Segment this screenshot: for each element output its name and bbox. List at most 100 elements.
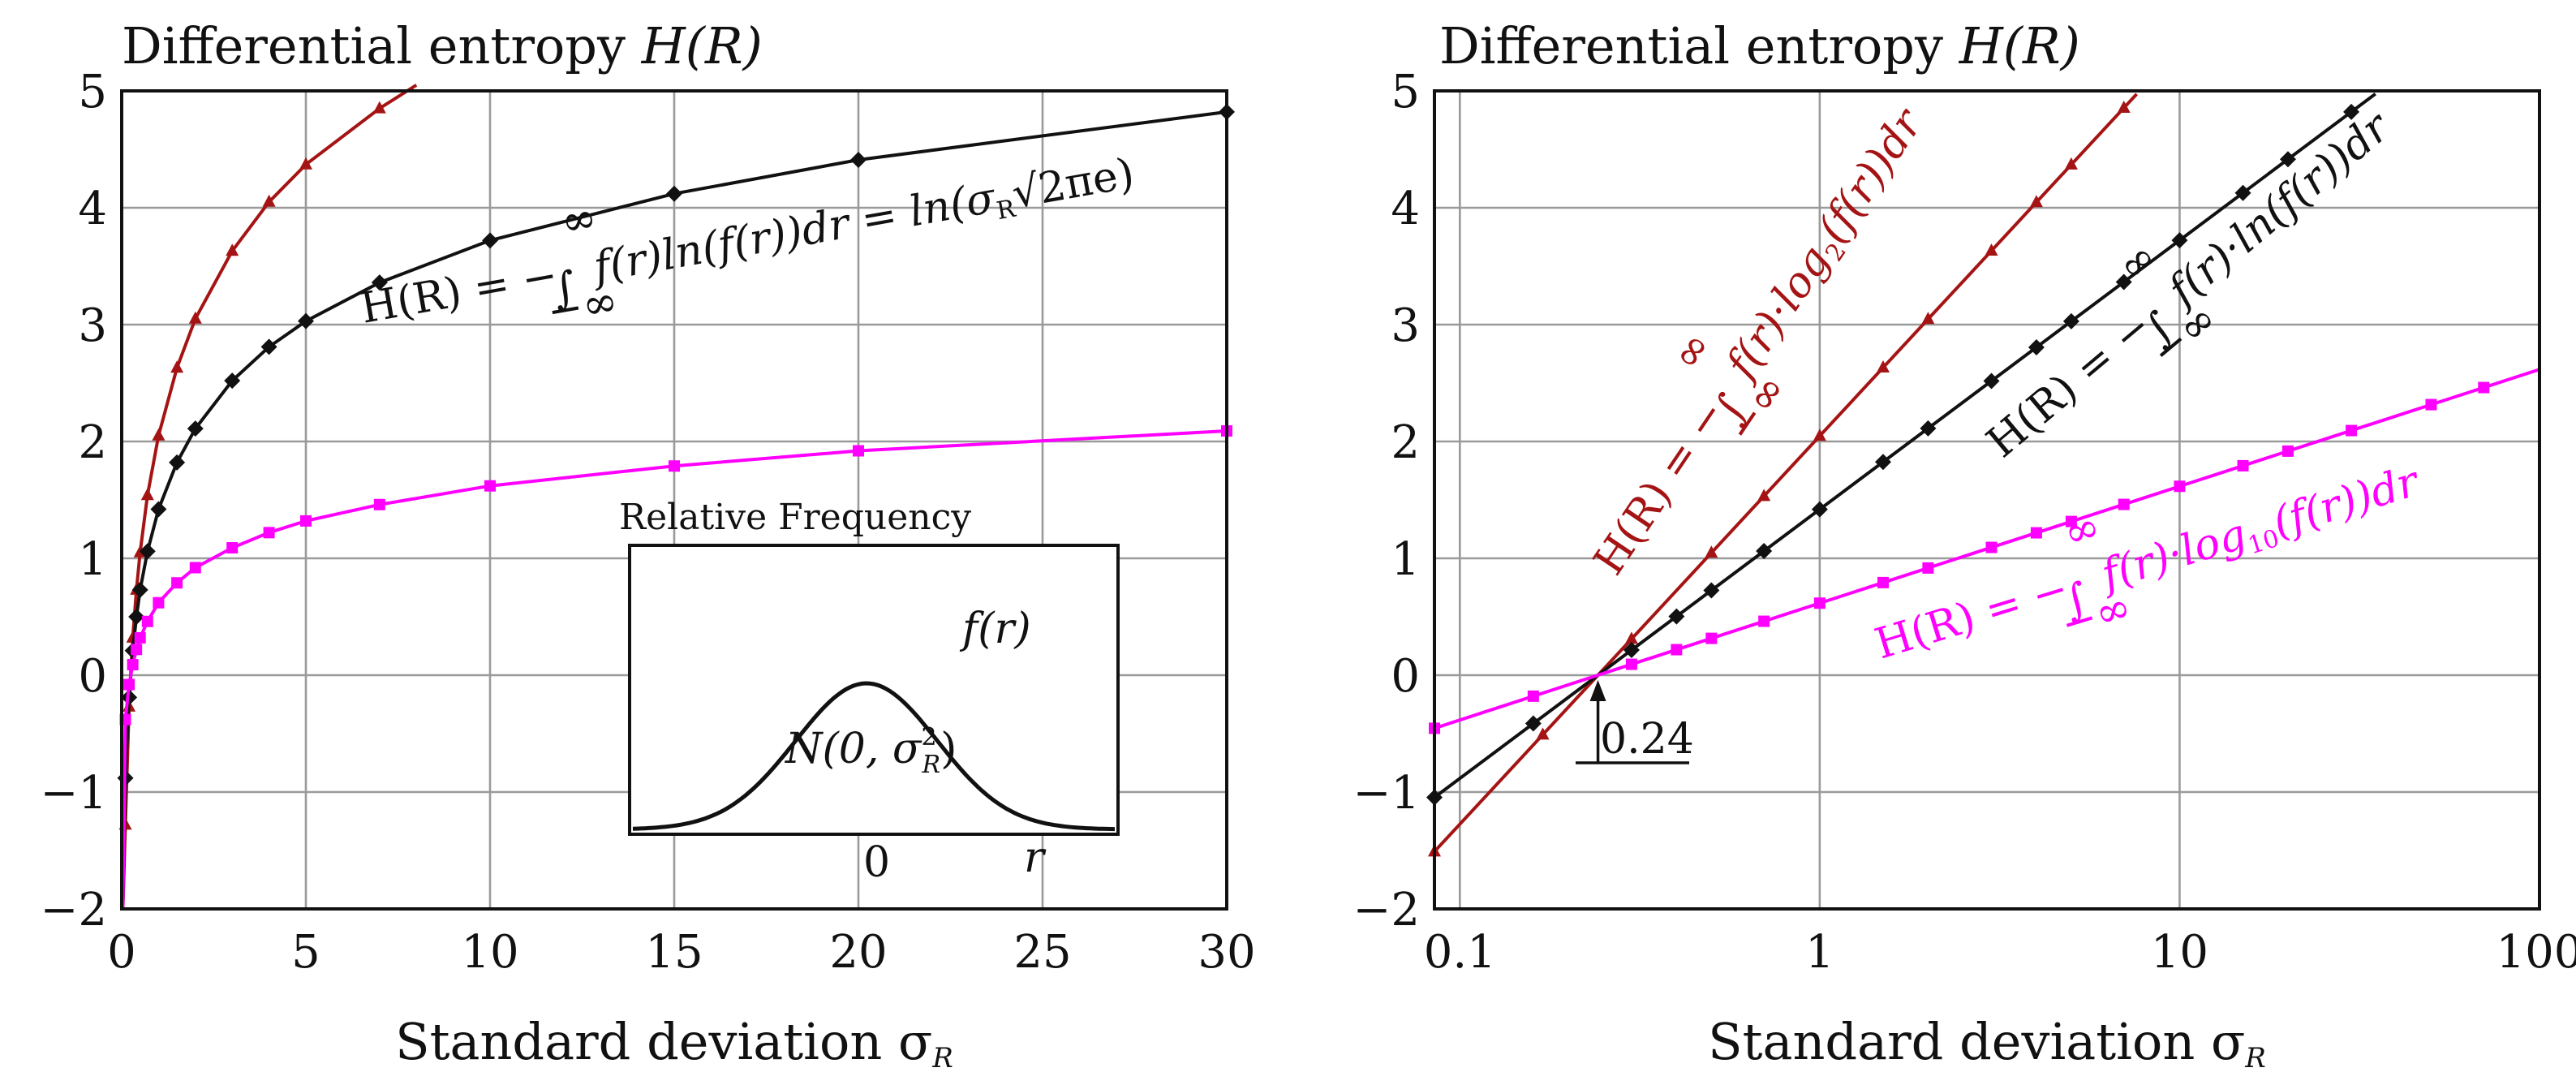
left-y-tick-labels: −2 −1 0 1 2 3 4 5: [40, 66, 107, 936]
right-log2-marker: [1876, 360, 1890, 372]
left-ln-marker: [224, 372, 241, 390]
right-log2-marker: [2117, 100, 2131, 113]
right-y-tick-label: 3: [1391, 299, 1420, 352]
right-y-tick-labels: −2 −1 0 1 2 3 4 5: [1353, 66, 1420, 936]
left-ln-marker: [169, 454, 186, 471]
left-ln-formula: H(R) = − ∫ ∞ −∞ f(r)ln(f(r))dr = ln(σR√2…: [357, 149, 1138, 337]
right-log10-marker: [2281, 445, 2294, 457]
left-x-tick-label: 20: [829, 926, 887, 979]
right-log10-marker: [1705, 632, 1718, 644]
right-log2-line: [1433, 93, 2139, 853]
inset-gaussian-curve: [632, 681, 1116, 832]
left-log2-marker: [299, 157, 312, 170]
left-y-tick-label: 5: [78, 66, 107, 118]
right-log2-marker: [1757, 489, 1771, 502]
left-y-tick-label: 2: [78, 416, 107, 469]
right-ln-marker: [2115, 273, 2132, 291]
right-ln-marker: [2028, 339, 2045, 356]
right-log10-marker: [2346, 424, 2358, 437]
right-ln-marker: [2343, 103, 2360, 120]
left-ln-marker: [131, 581, 148, 598]
right-ln-marker: [1668, 608, 1685, 625]
inset-curve-label: f(r): [959, 605, 1031, 653]
left-log10-marker: [141, 615, 153, 627]
right-log10-marker: [1625, 658, 1637, 670]
right-log2-marker: [1985, 243, 1998, 256]
left-integral-lower: −∞: [544, 277, 621, 337]
log10-formula-body: f(r)·log10(f(r))dr: [2093, 457, 2428, 605]
right-log10-formula: H(R) = − ∫ ∞ −∞ f(r)·log10(f(r))dr: [1869, 457, 2428, 670]
log10-formula-lhs: H(R) = −: [1869, 564, 2074, 669]
right-log10-marker: [2118, 498, 2130, 510]
inset-x-tick: 0: [863, 838, 890, 887]
left-log2-marker: [140, 488, 154, 501]
right-ln-marker: [1756, 543, 1773, 560]
right-ln-marker: [1920, 420, 1937, 437]
left-log10-marker: [131, 644, 143, 656]
left-y-tick-label: 4: [78, 183, 107, 235]
right-log10-marker: [1671, 644, 1683, 656]
right-ln-marker: [1874, 454, 1891, 471]
left-log2-marker: [226, 243, 239, 256]
left-log10-marker: [300, 515, 312, 527]
left-log10-marker: [127, 659, 139, 671]
left-y-tick-label: −2: [40, 884, 107, 936]
right-log10-marker: [1813, 597, 1826, 609]
right-x-tick-label: 0.1: [1424, 926, 1496, 979]
right-ln-marker: [1983, 372, 2000, 390]
log10-integral-upper: ∞: [2058, 502, 2106, 558]
left-ln-marker: [139, 543, 156, 560]
left-x-tick-label: 30: [1198, 926, 1255, 979]
left-x-tick-label: 5: [291, 926, 320, 979]
inset-title: Relative Frequency: [619, 497, 971, 538]
left-y-tick-label: 1: [78, 533, 107, 586]
right-ln-marker: [1811, 501, 1828, 518]
right-log2-marker: [1813, 428, 1826, 441]
left-log2-marker: [262, 194, 276, 207]
right-ln-marker: [2279, 151, 2296, 168]
left-log10-marker: [484, 480, 496, 492]
left-ln-marker: [260, 338, 277, 355]
ln-formula-body: f(r)·ln(f(r))dr: [2157, 101, 2400, 317]
left-log10-marker: [226, 542, 239, 554]
right-log10-marker: [2478, 381, 2490, 394]
left-x-tick-label: 0: [107, 926, 136, 979]
right-ln-marker: [1525, 715, 1542, 732]
left-x-axis-label: Standard deviation σR: [395, 1012, 953, 1074]
left-ln-marker: [666, 185, 682, 202]
right-y-tick-label: 4: [1391, 183, 1420, 235]
left-log10-marker: [263, 527, 275, 539]
right-log10-marker: [2237, 459, 2249, 471]
left-ln-marker: [187, 420, 204, 437]
right-log2-marker: [2029, 195, 2043, 208]
right-series-layer: [1426, 93, 2540, 857]
left-x-tick-label: 25: [1013, 926, 1071, 979]
right-ln-marker: [2171, 232, 2188, 249]
inset-frame: [628, 544, 1120, 836]
right-log10-marker: [1758, 615, 1770, 627]
right-log10-marker: [2425, 398, 2437, 411]
left-log2-marker: [152, 428, 166, 441]
right-y-tick-label: −1: [1353, 767, 1420, 820]
left-ln-marker: [298, 312, 314, 329]
left-x-tick-label: 10: [461, 926, 518, 979]
right-chart-title: Differential entropy H(R): [1439, 16, 2080, 75]
crossing-marker: 0.24: [1576, 680, 1694, 764]
left-integral-upper: ∞: [557, 193, 600, 248]
right-x-axis-label: Standard deviation σR: [1708, 1012, 2266, 1074]
right-plot-frame: [1433, 89, 2541, 911]
right-log2-marker: [1536, 727, 1550, 740]
left-chart-title: Differential entropy H(R): [122, 16, 763, 75]
right-log2-marker: [1624, 631, 1638, 644]
log2-integral-upper: ∞: [1662, 323, 1722, 379]
crossing-label: 0.24: [1600, 715, 1694, 764]
right-ln-line: [1433, 93, 2376, 799]
right-log2-marker: [1921, 312, 1935, 325]
left-y-tick-label: 0: [78, 650, 107, 703]
right-log10-marker: [1985, 541, 1998, 553]
left-formula-lhs: H(R) = −: [357, 251, 561, 334]
right-ln-marker: [1703, 582, 1720, 599]
inset-dist-label: N(0, σ2 R): [784, 723, 957, 779]
right-gridlines: [1434, 91, 2539, 909]
right-x-tick-label: 100: [2496, 926, 2576, 979]
